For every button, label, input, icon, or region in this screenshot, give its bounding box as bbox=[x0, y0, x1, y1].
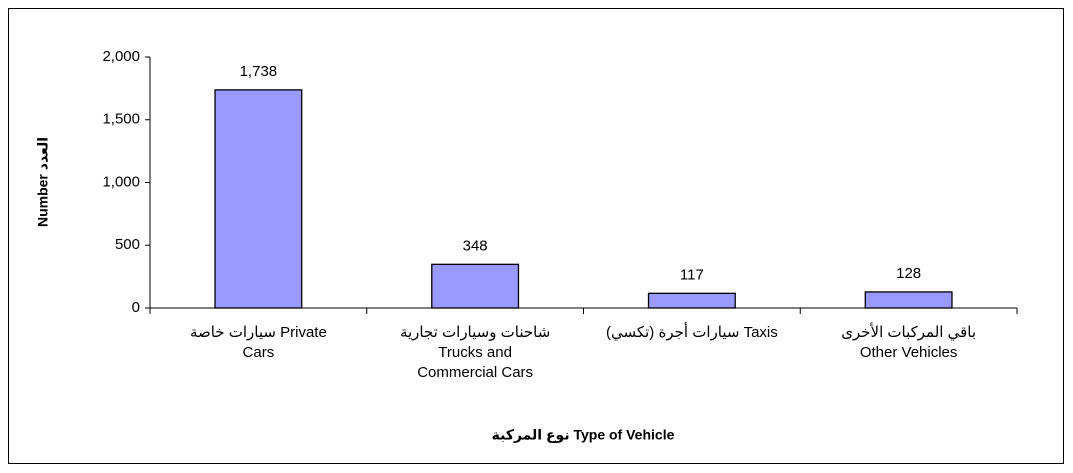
value-label: 128 bbox=[896, 265, 921, 282]
x-tick-label: شاحنات وسيارات تجارية bbox=[400, 324, 550, 341]
y-tick-label: 1,500 bbox=[102, 111, 140, 128]
x-tick-label: سيارات خاصة Private bbox=[190, 324, 327, 341]
x-tick-label: Trucks and bbox=[438, 344, 512, 361]
chart-frame bbox=[8, 8, 1064, 464]
y-tick-label: 500 bbox=[115, 236, 140, 253]
value-label: 117 bbox=[680, 266, 704, 283]
x-tick-label: باقي المركبات الأخرى bbox=[841, 322, 976, 342]
y-axis-label: Number العدد bbox=[35, 137, 51, 227]
x-tick-label: Commercial Cars bbox=[417, 364, 533, 381]
x-tick-label: سيارات أجرة (تكسي) Taxis bbox=[606, 322, 778, 342]
y-tick-label: 0 bbox=[132, 299, 140, 316]
bar bbox=[214, 89, 303, 309]
x-axis-label: نوع المركبة Type of Vehicle bbox=[492, 427, 675, 444]
value-label: 348 bbox=[463, 237, 488, 254]
y-tick-label: 1,000 bbox=[102, 173, 140, 190]
bar bbox=[431, 263, 520, 309]
x-tick-label: Other Vehicles bbox=[860, 344, 958, 361]
y-tick-label: 2,000 bbox=[102, 48, 140, 65]
value-label: 1,738 bbox=[240, 63, 278, 80]
bar bbox=[864, 291, 953, 309]
x-tick-label: Cars bbox=[243, 344, 275, 361]
bar bbox=[647, 292, 736, 309]
